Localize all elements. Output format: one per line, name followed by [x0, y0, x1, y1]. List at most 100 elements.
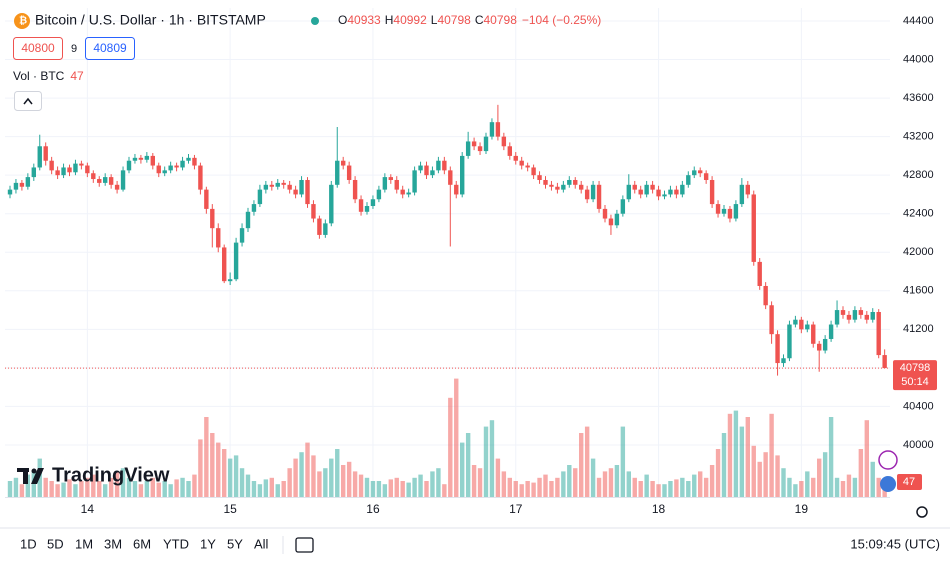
range-button[interactable]: 1Y — [200, 536, 216, 551]
candle-body — [335, 160, 340, 185]
volume-bar — [198, 439, 203, 497]
date-range-icon[interactable] — [295, 537, 314, 553]
volume-bar — [614, 465, 620, 497]
candle-body — [120, 170, 126, 190]
volume-bar — [644, 474, 649, 497]
volume-bar — [352, 471, 358, 497]
candle-body — [614, 213, 620, 226]
candle-body — [454, 184, 459, 195]
volume-bar — [721, 433, 727, 497]
range-button[interactable]: 1M — [75, 536, 93, 551]
volume-bar — [460, 442, 465, 497]
volume-bar — [335, 449, 340, 497]
volume-bar — [364, 477, 370, 497]
volume-bar — [317, 471, 322, 497]
flag-icon[interactable] — [880, 476, 896, 492]
settings-icon[interactable] — [916, 506, 928, 518]
clock: 15:09:45 (UTC) — [850, 536, 940, 551]
volume-bar — [805, 471, 810, 497]
sell-button[interactable] — [13, 37, 63, 60]
volume-bar — [144, 481, 150, 497]
volume-bar — [108, 477, 114, 497]
candle-body — [317, 218, 322, 235]
event-icon[interactable] — [878, 450, 898, 470]
candle-body — [674, 189, 679, 195]
volume-bar — [471, 465, 477, 497]
volume-bar — [608, 468, 614, 497]
candle-body — [281, 182, 286, 185]
candle-body — [656, 189, 661, 197]
range-button[interactable]: All — [254, 536, 269, 551]
range-button[interactable]: 5Y — [227, 536, 243, 551]
bid[interactable]: 40800 — [21, 41, 55, 55]
ohlc-label: C — [475, 13, 484, 27]
volume-bar — [180, 477, 185, 497]
volume-bar — [579, 433, 584, 497]
candle-body — [400, 189, 405, 195]
volume-bar — [590, 458, 596, 497]
ohlc-value: 40798 — [437, 13, 471, 27]
range-button[interactable]: 3M — [104, 536, 122, 551]
candle-body — [584, 189, 590, 200]
ohlc-value: 40798 — [484, 13, 518, 27]
volume-bar — [239, 468, 245, 497]
candle-body — [19, 182, 25, 187]
volume-bar — [656, 484, 661, 497]
volume-bar — [531, 482, 536, 497]
range-button[interactable]: YTD — [163, 536, 189, 551]
buy-button[interactable] — [85, 37, 135, 60]
range-button[interactable]: 5D — [47, 536, 64, 551]
volume-bar — [555, 477, 560, 497]
volume-bar — [549, 481, 554, 497]
volume-bar — [299, 452, 304, 497]
candle-body — [727, 208, 733, 219]
volume-bar — [626, 471, 631, 497]
plot-area — [5, 8, 890, 498]
volume-bar — [138, 484, 144, 497]
volume-bar — [394, 477, 399, 497]
volume-bar — [864, 420, 869, 497]
candle-body — [67, 167, 72, 173]
candle-body — [709, 179, 715, 205]
volume-bar — [775, 455, 780, 497]
ohlc-label: H — [385, 13, 394, 27]
volume-bar — [263, 479, 269, 497]
candle-body — [31, 167, 36, 178]
ohlc-label: L — [431, 13, 438, 27]
volume-bar — [573, 468, 578, 497]
volume-bar — [156, 482, 161, 497]
collapse-button[interactable] — [14, 91, 42, 111]
x-tick-label: 18 — [652, 502, 666, 516]
candle-body — [590, 184, 596, 200]
volume-bar — [49, 481, 54, 497]
candle-body — [448, 170, 453, 185]
candle-body — [132, 157, 138, 161]
candle-body — [882, 355, 887, 369]
candle-body — [620, 199, 626, 214]
candle-body — [103, 177, 108, 183]
candle-body — [834, 310, 840, 325]
range-button[interactable]: 1D — [20, 536, 37, 551]
range-button[interactable]: 6M — [133, 536, 151, 551]
logo-mark — [23, 468, 28, 484]
symbol-title: Bitcoin / U.S. Dollar · 1h · BITSTAMP — [35, 12, 266, 28]
volume-bar — [561, 471, 566, 497]
candle-body — [870, 311, 875, 320]
volume-bar — [126, 477, 132, 497]
candle-body — [138, 157, 144, 160]
candle-body — [204, 189, 209, 209]
volume-tag-label: 47 — [903, 476, 915, 488]
candle-body — [781, 358, 786, 364]
volume-bar — [245, 474, 251, 497]
volume-bar — [305, 442, 310, 497]
candle-body — [329, 184, 334, 224]
candle-body — [668, 189, 673, 195]
volume-bar — [442, 484, 447, 497]
volume-bar — [501, 471, 507, 497]
volume-bar — [120, 468, 126, 497]
volume-bar — [715, 449, 721, 497]
volume-bar — [281, 481, 286, 497]
candle-body — [513, 155, 518, 161]
ask[interactable]: 40809 — [93, 41, 127, 55]
btc-icon — [14, 13, 30, 29]
